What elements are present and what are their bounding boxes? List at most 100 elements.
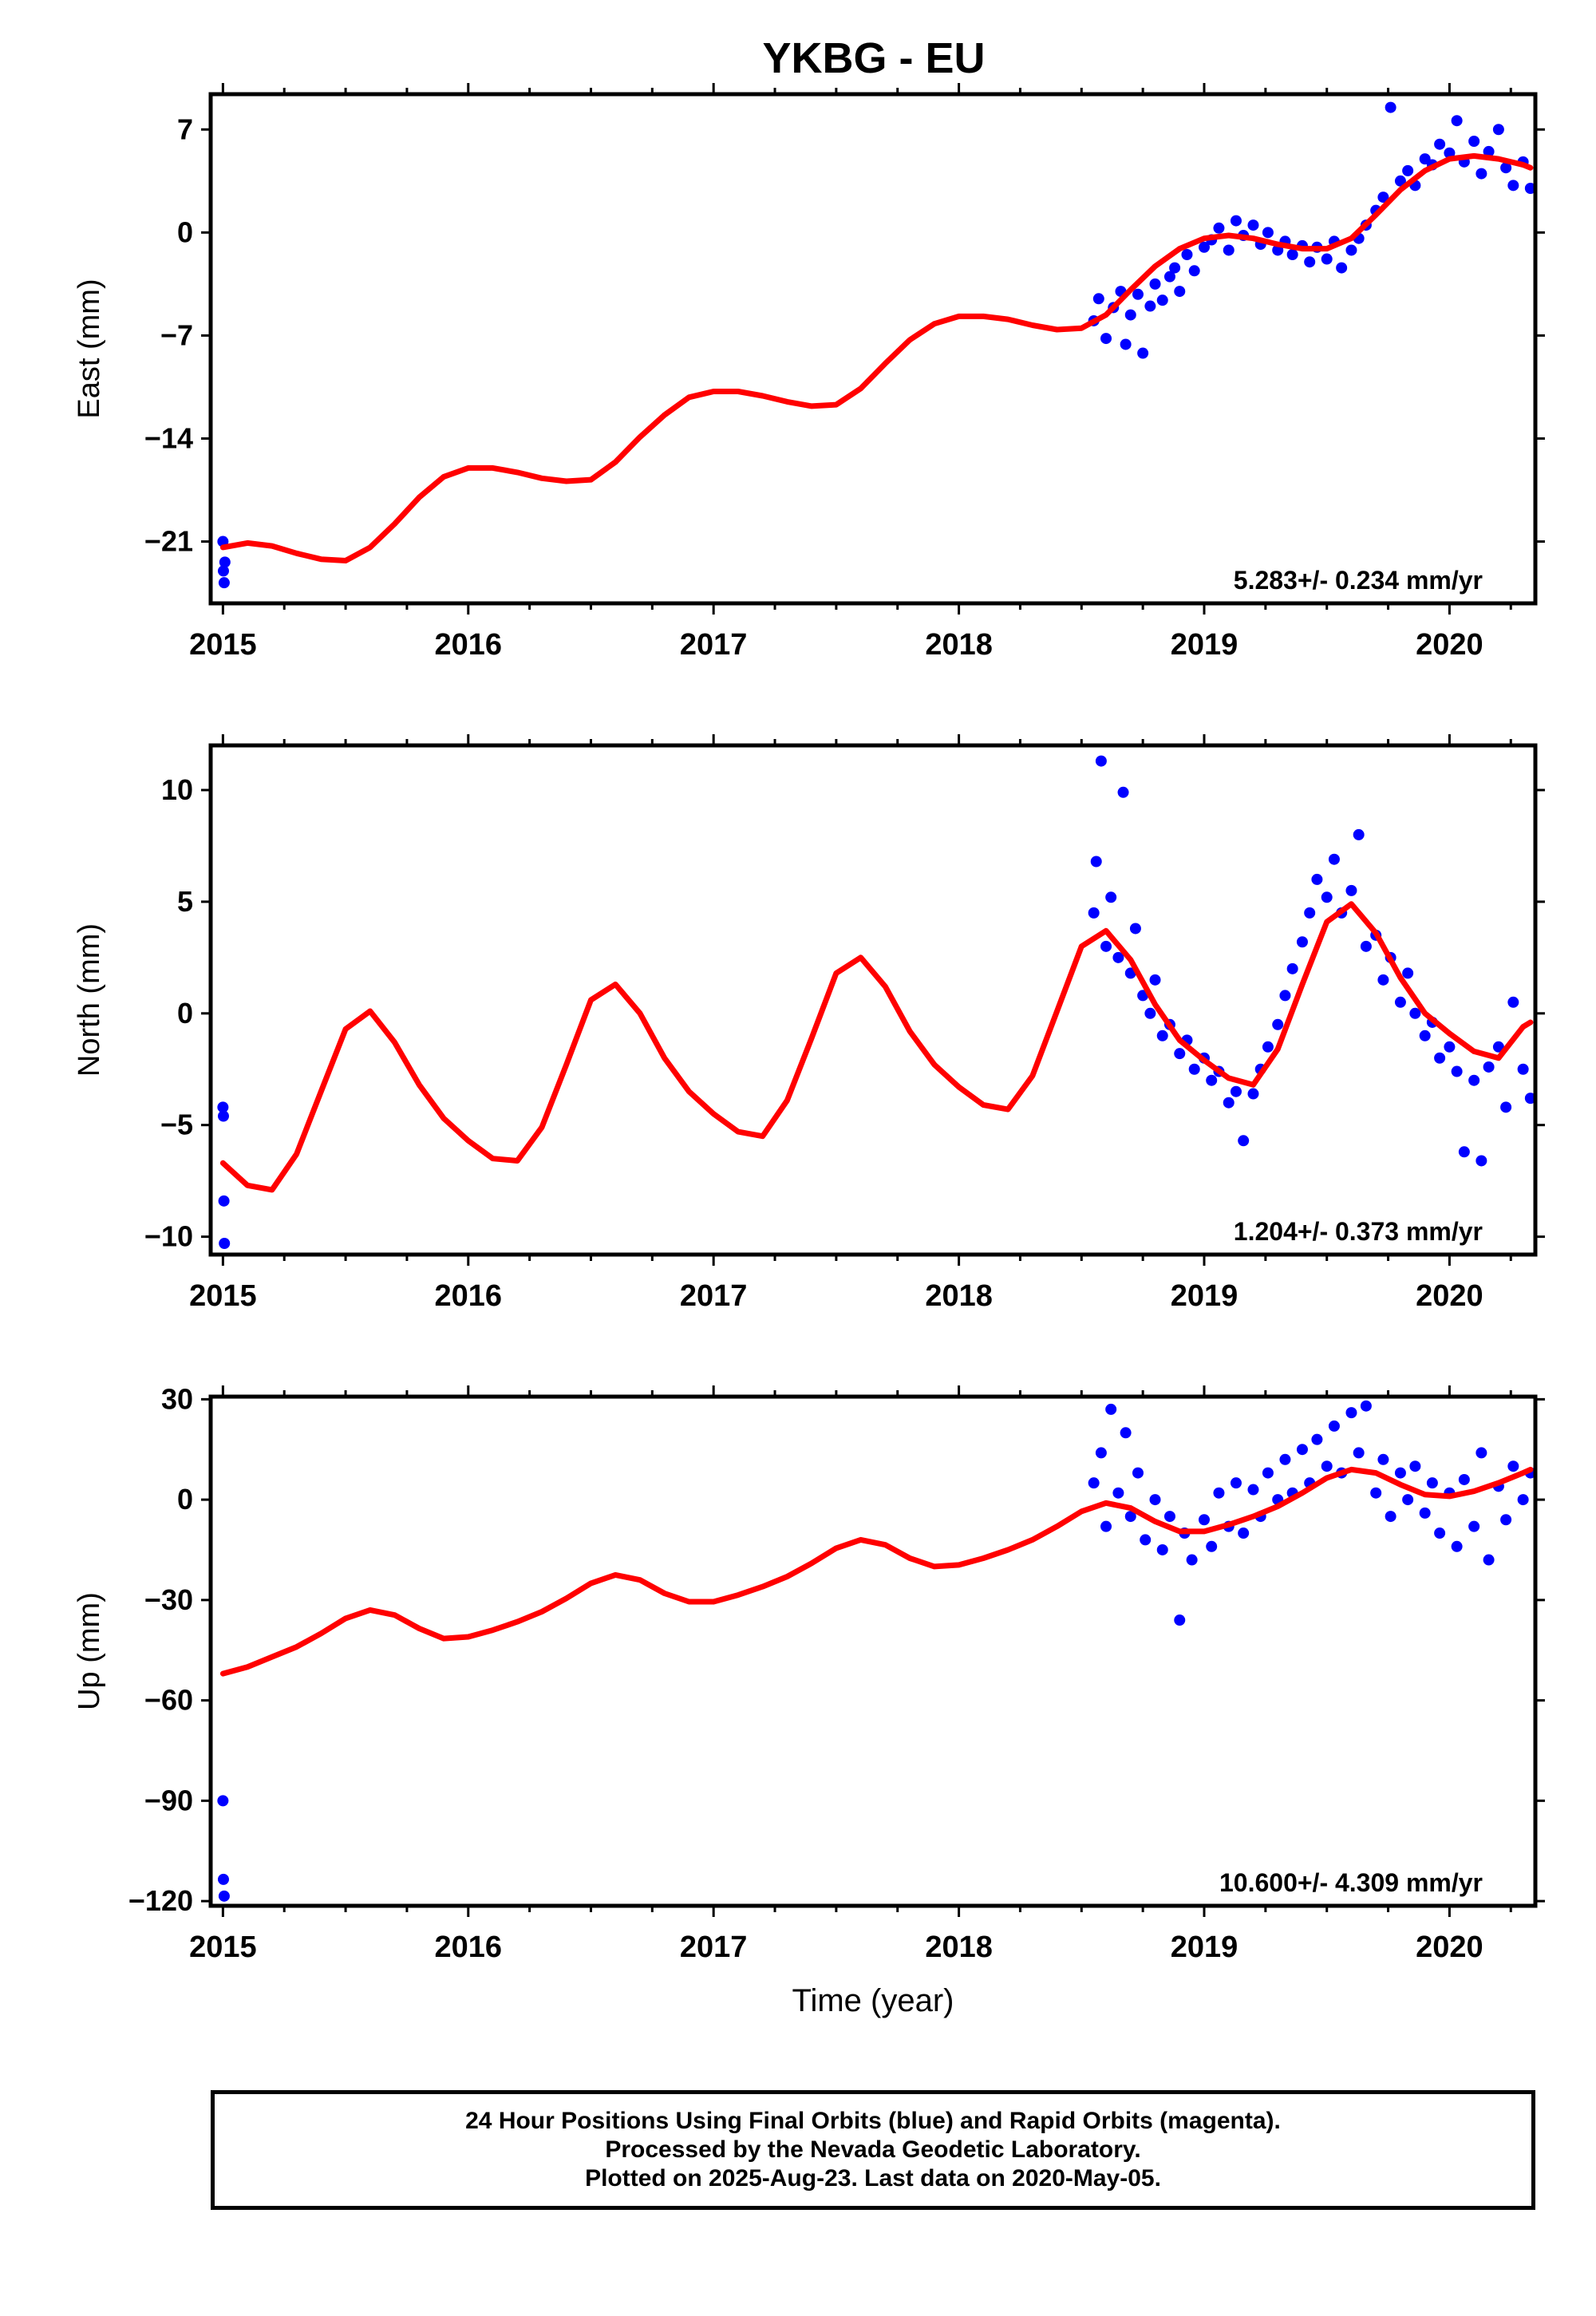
panel-1-data-point	[1385, 101, 1396, 113]
panel-3-data-point	[1095, 1447, 1107, 1459]
panel-1-data-point	[1500, 162, 1512, 174]
panel-3-data-point	[1163, 1511, 1175, 1523]
panel-1-xtick-label: 2019	[1171, 628, 1238, 662]
panel-2-data-point	[1492, 1041, 1504, 1053]
panel-1-data-point	[1345, 244, 1357, 256]
panel-3-xtick-label: 2017	[680, 1931, 748, 1964]
panel-3-data-point	[1238, 1528, 1250, 1539]
panel-2-data-point	[1129, 923, 1141, 935]
panel-2-data-point	[1149, 974, 1161, 986]
panel-2-data-point	[1507, 996, 1519, 1008]
panel-1-data-point	[219, 556, 231, 568]
panel-2-data-point	[217, 1101, 229, 1113]
panel-3-data-point	[1402, 1494, 1414, 1506]
panel-3-data-point	[1247, 1484, 1259, 1496]
panel-3-data-point	[218, 1890, 230, 1902]
plot-canvas: 7 0 −7 −14 −21 2015 2016 2017 2018 2019 2020 East (…	[73, 83, 1545, 2018]
panel-3-data-point	[1345, 1407, 1357, 1419]
panel-3-ytick-label: −90	[144, 1784, 193, 1816]
panel-1-frame	[208, 92, 1538, 606]
panel-2-data-point	[1112, 951, 1124, 963]
panel-3-data-point	[1156, 1543, 1168, 1555]
panel-3-data-point	[1213, 1487, 1225, 1499]
panel-1-data-point	[1483, 145, 1495, 157]
panel-1-xtick-label: 2017	[680, 628, 748, 662]
panel-3-data-point	[1124, 1511, 1136, 1523]
panel-1-data-point	[1262, 227, 1274, 239]
panel-1-data-point	[1092, 293, 1104, 305]
panel-3-ytick-label: 30	[161, 1382, 193, 1415]
panel-2-data-point	[1286, 962, 1298, 974]
panel-1-xtick-label: 2016	[435, 628, 503, 662]
panel-1-data-point	[1230, 215, 1242, 227]
panel-3-data-point	[1394, 1467, 1406, 1479]
panel-3-data-point	[1120, 1427, 1132, 1439]
panel-2-data-point	[1500, 1101, 1512, 1113]
panel-2-data-point	[1476, 1155, 1487, 1167]
panel-2-data-point	[1517, 1063, 1529, 1075]
panel-3-data-point	[1132, 1467, 1144, 1479]
panel-2-rate-label: 1.204+/- 0.373 mm/yr	[1234, 1217, 1483, 1246]
panel-1-xtick-label: 2015	[189, 628, 257, 662]
panel-1-ytick-label: −7	[160, 318, 193, 351]
panel-2-data-point	[1328, 853, 1340, 865]
panel-3-data-point	[1296, 1444, 1308, 1456]
panel-2-ytick-label: 0	[177, 997, 193, 1030]
panel-3-data-point	[1476, 1447, 1487, 1459]
panel-1-data-point	[1434, 138, 1446, 150]
panel-2-data-point	[1444, 1041, 1456, 1053]
panel-3-xtick-label: 2020	[1416, 1931, 1483, 1964]
panel-1-data-point	[1132, 288, 1144, 300]
panel-3-data-point	[1500, 1514, 1512, 1526]
panel-1-data-point	[1286, 248, 1298, 260]
panel-2-data-point	[1279, 990, 1291, 1002]
panel-3-ytick-label: −60	[144, 1684, 193, 1717]
panel-2-data-point	[1434, 1052, 1446, 1064]
panel-2-data-point	[1144, 1007, 1156, 1019]
panel-1-data-point	[1181, 248, 1193, 260]
panel-1-xtick-label: 2020	[1416, 628, 1483, 662]
panel-1-ylabel: East (mm)	[73, 279, 106, 418]
footer-line-2: Processed by the Nevada Geodetic Laborat…	[605, 2136, 1141, 2163]
panel-3-data-point	[1353, 1447, 1365, 1459]
panel-2-xtick-label: 2018	[925, 1279, 993, 1313]
panel-3-data-point	[1517, 1494, 1529, 1506]
panel-1-data-point	[1304, 256, 1316, 268]
panel-2-data-point	[1262, 1041, 1274, 1053]
panel-2-data-point	[1188, 1063, 1200, 1075]
panel-2-data-point	[1451, 1065, 1463, 1077]
panel-2-data-point	[1238, 1135, 1250, 1147]
panel-3-data-point	[1230, 1477, 1242, 1489]
panel-1-rate-label: 5.283+/- 0.234 mm/yr	[1234, 566, 1483, 595]
panel-3-ylabel: Up (mm)	[73, 1592, 106, 1710]
panel-2-data-point	[1095, 755, 1107, 767]
panel-1-data-point	[1377, 192, 1389, 204]
panel-3-data-point	[1468, 1520, 1480, 1532]
panel-3-data-point	[1279, 1453, 1291, 1465]
panel-2-data-point	[1223, 1097, 1235, 1109]
footer-line-3: Plotted on 2025-Aug-23. Last data on 202…	[585, 2165, 1161, 2192]
panel-3-data-point	[1451, 1540, 1463, 1552]
panel-3-data-point	[1206, 1540, 1218, 1552]
panel-3-ytick-label: 0	[177, 1483, 193, 1516]
panel-3-data-point	[1419, 1507, 1431, 1519]
panel-1-data-point	[1149, 278, 1161, 290]
panel-2-data-point	[1156, 1030, 1168, 1041]
panel-1-ytick-label: 7	[177, 113, 193, 145]
panel-3-data-point	[1328, 1420, 1340, 1432]
panel-1-data-point	[1492, 124, 1504, 136]
panel-2-data-point	[1206, 1074, 1218, 1086]
panel-3-data-point	[1105, 1403, 1117, 1415]
panel-1-data-point	[1468, 136, 1480, 148]
panel-1-data-point	[1174, 286, 1186, 298]
panel-3-xtick-label: 2015	[189, 1931, 257, 1964]
panel-3-data-point	[1360, 1400, 1372, 1412]
panel-2-xtick-label: 2015	[189, 1279, 257, 1313]
panel-1-data-point	[1137, 347, 1149, 359]
panel-2-data-point	[217, 1110, 229, 1122]
panel-3-data-point	[1140, 1534, 1152, 1546]
panel-2-data-point	[1296, 936, 1308, 948]
panel-3-data-point	[1409, 1460, 1421, 1472]
panel-3-xtick-label: 2016	[435, 1931, 503, 1964]
panel-3-data-point	[1199, 1514, 1210, 1526]
